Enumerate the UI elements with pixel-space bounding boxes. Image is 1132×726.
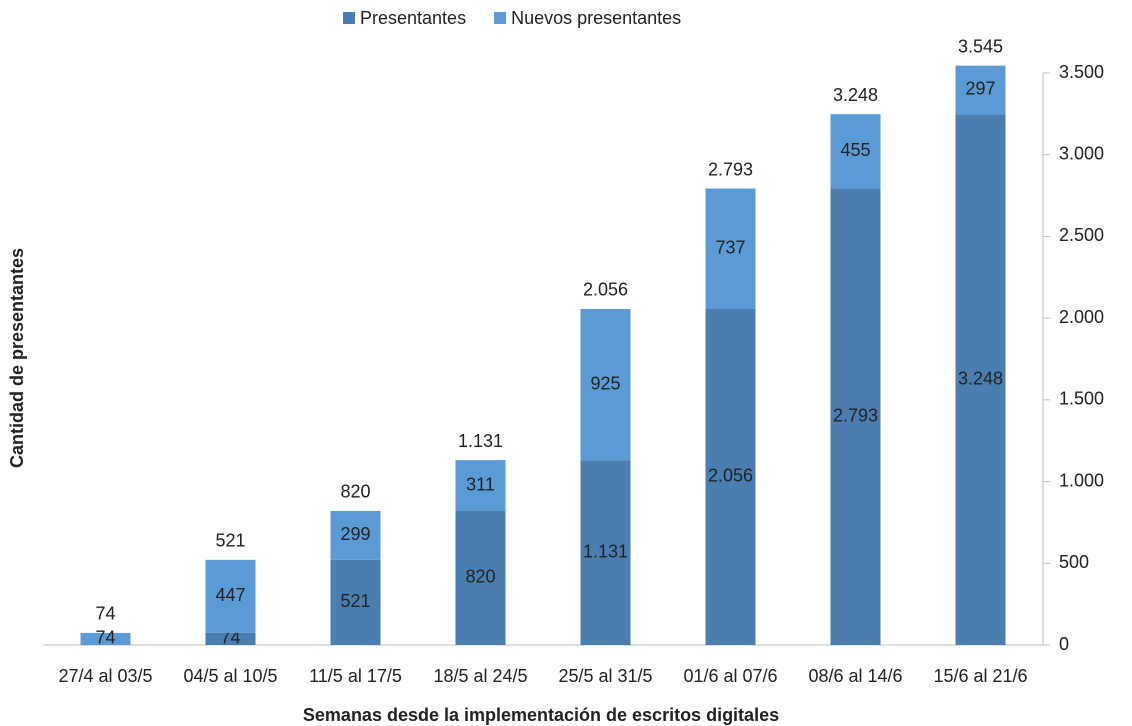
legend-swatch: [343, 12, 355, 24]
bar-segment: [580, 460, 631, 645]
y-tick-label: 1.500: [1059, 389, 1104, 409]
bar-segment: [955, 65, 1006, 115]
bar-segment: [205, 632, 256, 645]
total-label: 521: [215, 531, 245, 551]
x-tick-label: 04/5 al 10/5: [183, 666, 277, 686]
bar-segment: [705, 308, 756, 645]
legend-label: Nuevos presentantes: [511, 8, 681, 28]
bar-segment: [205, 559, 256, 633]
bar-segment: [330, 559, 381, 645]
legend-label: Presentantes: [360, 8, 466, 28]
x-tick-label: 15/6 al 21/6: [933, 666, 1027, 686]
y-tick-label: 2.500: [1059, 225, 1104, 245]
total-label: 74: [95, 604, 115, 624]
total-label: 2.056: [583, 280, 628, 300]
y-tick-label: 3.500: [1059, 62, 1104, 82]
data-label: 820: [465, 567, 495, 587]
total-label: 820: [340, 482, 370, 502]
x-tick-label: 18/5 al 24/5: [433, 666, 527, 686]
x-tick-label: 11/5 al 17/5: [309, 666, 402, 686]
total-label: 2.793: [708, 159, 753, 179]
bar-segment: [705, 188, 756, 309]
legend-swatch: [494, 12, 507, 24]
x-tick-label: 01/6 al 07/6: [683, 666, 777, 686]
y-axis-title: Cantidad de presentantes: [7, 248, 27, 468]
x-tick-label: 27/4 al 03/5: [58, 666, 152, 686]
total-label: 3.248: [833, 85, 878, 105]
data-label: 455: [840, 140, 870, 160]
data-label: 1.131: [583, 541, 628, 561]
total-label: 1.131: [458, 431, 503, 451]
data-label: 2.056: [708, 466, 753, 486]
bar-segment: [830, 188, 881, 645]
x-tick-label: 25/5 al 31/5: [558, 666, 652, 686]
data-label: 3.248: [958, 368, 1003, 388]
y-tick-label: 500: [1059, 552, 1089, 572]
data-label: 299: [340, 524, 370, 544]
y-tick-label: 1.000: [1059, 470, 1104, 490]
bar-segment: [455, 510, 506, 645]
y-tick-label: 3.000: [1059, 143, 1104, 163]
data-label: 2.793: [833, 406, 878, 426]
bar-segment: [830, 114, 881, 189]
data-label: 311: [466, 474, 495, 494]
data-label: 521: [340, 591, 370, 611]
data-label: 447: [215, 585, 245, 605]
data-label: 737: [715, 238, 745, 258]
data-label: 925: [590, 373, 620, 393]
bar-segment: [330, 510, 381, 560]
x-tick-label: 08/6 al 14/6: [808, 666, 902, 686]
bar-segment: [455, 460, 506, 511]
bar-segment: [80, 632, 131, 645]
y-tick-label: 2.000: [1059, 307, 1104, 327]
data-label: 74: [95, 628, 115, 648]
total-label: 3.545: [958, 36, 1003, 56]
x-axis-title: Semanas desde la implementación de escri…: [303, 705, 779, 725]
bar-segment: [955, 114, 1006, 645]
bar-segment: [580, 308, 631, 461]
data-label: 297: [965, 79, 995, 99]
y-tick-label: 0: [1059, 634, 1069, 654]
